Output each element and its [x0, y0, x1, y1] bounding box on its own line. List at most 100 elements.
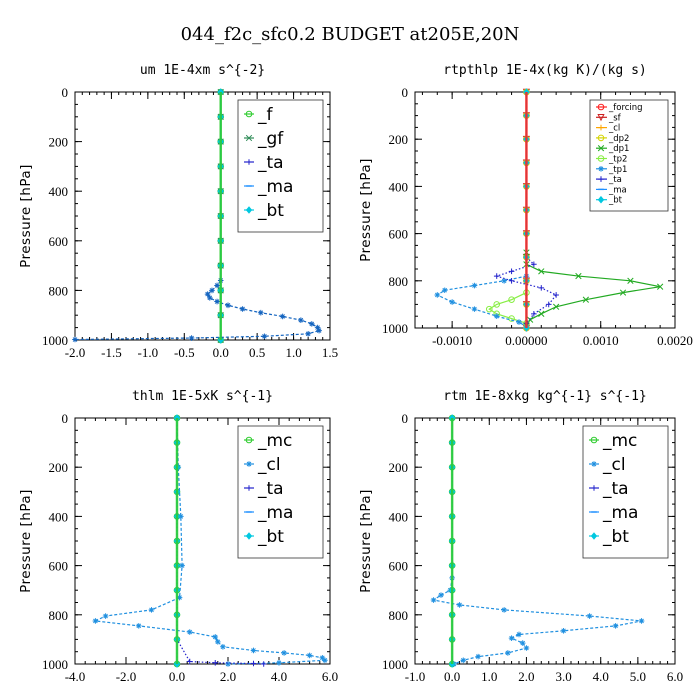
data-point — [281, 650, 287, 656]
data-point — [627, 277, 634, 284]
data-point — [508, 268, 515, 275]
legend: _forcing_sf_cl_dp2_dp1_tp2_tp1_ta_ma_bt — [589, 99, 669, 212]
legend-label: _ta — [602, 479, 629, 499]
series-dp1 — [523, 249, 664, 329]
y-tick-label: 1000 — [42, 657, 68, 672]
y-axis-label: Pressure [hPa] — [18, 489, 34, 593]
x-tick-label: -0.5 — [174, 345, 195, 360]
legend-item: _ma — [244, 177, 293, 197]
data-point — [508, 315, 515, 322]
data-point — [471, 306, 478, 312]
legend-marker — [246, 485, 252, 491]
legend-item: _tp1 — [596, 165, 627, 175]
x-tick-label: 6.0 — [667, 669, 683, 684]
legend-label: _ta — [608, 175, 622, 185]
data-point — [545, 301, 552, 308]
x-tick-label: -1.0 — [138, 345, 159, 360]
data-point — [516, 319, 522, 325]
legend-label: _bt — [257, 527, 284, 547]
data-point — [250, 660, 257, 667]
legend-item: _sf — [596, 113, 622, 123]
y-tick-label: 600 — [49, 234, 69, 249]
legend-marker — [591, 485, 597, 491]
x-tick-label: 4.0 — [593, 669, 609, 684]
data-point — [656, 283, 664, 290]
legend-marker — [597, 195, 605, 204]
data-point — [508, 296, 515, 303]
y-tick-label: 400 — [389, 509, 409, 524]
x-tick-label: -1.0 — [405, 669, 426, 684]
x-tick-label: 5.0 — [630, 669, 646, 684]
data-point — [552, 303, 560, 310]
data-point — [261, 333, 268, 340]
x-tick-label: -0.0010 — [432, 333, 472, 348]
x-tick-label: -2.0 — [65, 345, 86, 360]
data-point — [519, 640, 526, 646]
legend-item: _mc — [589, 431, 637, 451]
data-point — [575, 272, 582, 280]
panel-title: thlm 1E-5xK s^{-1} — [132, 389, 273, 404]
legend-marker — [590, 436, 598, 444]
data-point — [316, 327, 322, 334]
data-point — [612, 623, 619, 629]
legend: _mc _cl _ta _ma _bt — [237, 425, 324, 559]
legend-label: _ta — [257, 479, 284, 499]
legend-item: _cl — [244, 455, 281, 475]
legend: _mc _cl _ta _ma _bt — [582, 425, 669, 559]
legend-label: _cl — [257, 455, 281, 475]
legend-label: _sf — [608, 113, 622, 123]
legend-label: _f — [257, 105, 274, 125]
legend-marker — [245, 110, 253, 118]
series-line — [436, 275, 527, 328]
x-tick-label: -2.0 — [116, 669, 137, 684]
legend-label: _mc — [602, 431, 637, 451]
x-tick-label: 1.5 — [322, 345, 338, 360]
y-tick-label: 200 — [49, 135, 69, 150]
data-point — [102, 613, 109, 619]
legend-marker — [246, 461, 252, 467]
legend-marker — [598, 166, 604, 172]
legend-marker — [591, 461, 597, 467]
y-tick-label: 800 — [389, 274, 409, 289]
legend-label: _bt — [608, 196, 623, 206]
legend-item: _ma — [244, 503, 293, 523]
data-point — [214, 282, 220, 289]
legend-label: _cl — [602, 455, 626, 475]
data-point — [485, 305, 493, 313]
data-point — [176, 594, 183, 601]
y-tick-label: 1000 — [382, 321, 408, 336]
series-line — [74, 280, 320, 341]
legend-item: _cl — [589, 455, 626, 475]
legend-box — [589, 99, 669, 212]
legend-item: _bt — [244, 201, 284, 221]
data-point — [619, 289, 627, 296]
data-point — [239, 306, 246, 312]
legend-label: _dp2 — [608, 134, 629, 144]
legend-marker — [245, 436, 253, 444]
data-point — [212, 659, 219, 666]
data-point — [460, 657, 467, 664]
data-point — [493, 273, 500, 279]
y-tick-label: 0 — [402, 85, 409, 100]
data-point — [179, 562, 185, 569]
x-tick-label: 0.0 — [444, 669, 460, 684]
data-point — [516, 631, 522, 638]
y-axis-label: Pressure [hPa] — [358, 489, 374, 593]
data-point — [538, 285, 545, 291]
y-tick-label: 0 — [402, 411, 409, 426]
legend-item: _dp1 — [596, 144, 629, 154]
data-point — [188, 335, 195, 341]
legend-item: _ma — [589, 503, 638, 523]
x-tick-label: 1.0 — [481, 669, 497, 684]
legend-label: _tp1 — [608, 165, 627, 175]
legend-item: _cl — [596, 124, 620, 134]
legend-item: _forcing — [596, 103, 643, 113]
legend-label: _cl — [608, 124, 620, 134]
data-point — [250, 647, 257, 654]
legend-item: _dp2 — [596, 134, 629, 144]
figure-title: 044_f2c_sfc0.2 BUDGET at205E,20N — [181, 24, 520, 45]
legend-marker — [245, 206, 253, 214]
legend-item: _bt — [244, 527, 284, 547]
legend-label: _tp2 — [608, 155, 627, 165]
legend-item: _ma — [596, 185, 627, 195]
